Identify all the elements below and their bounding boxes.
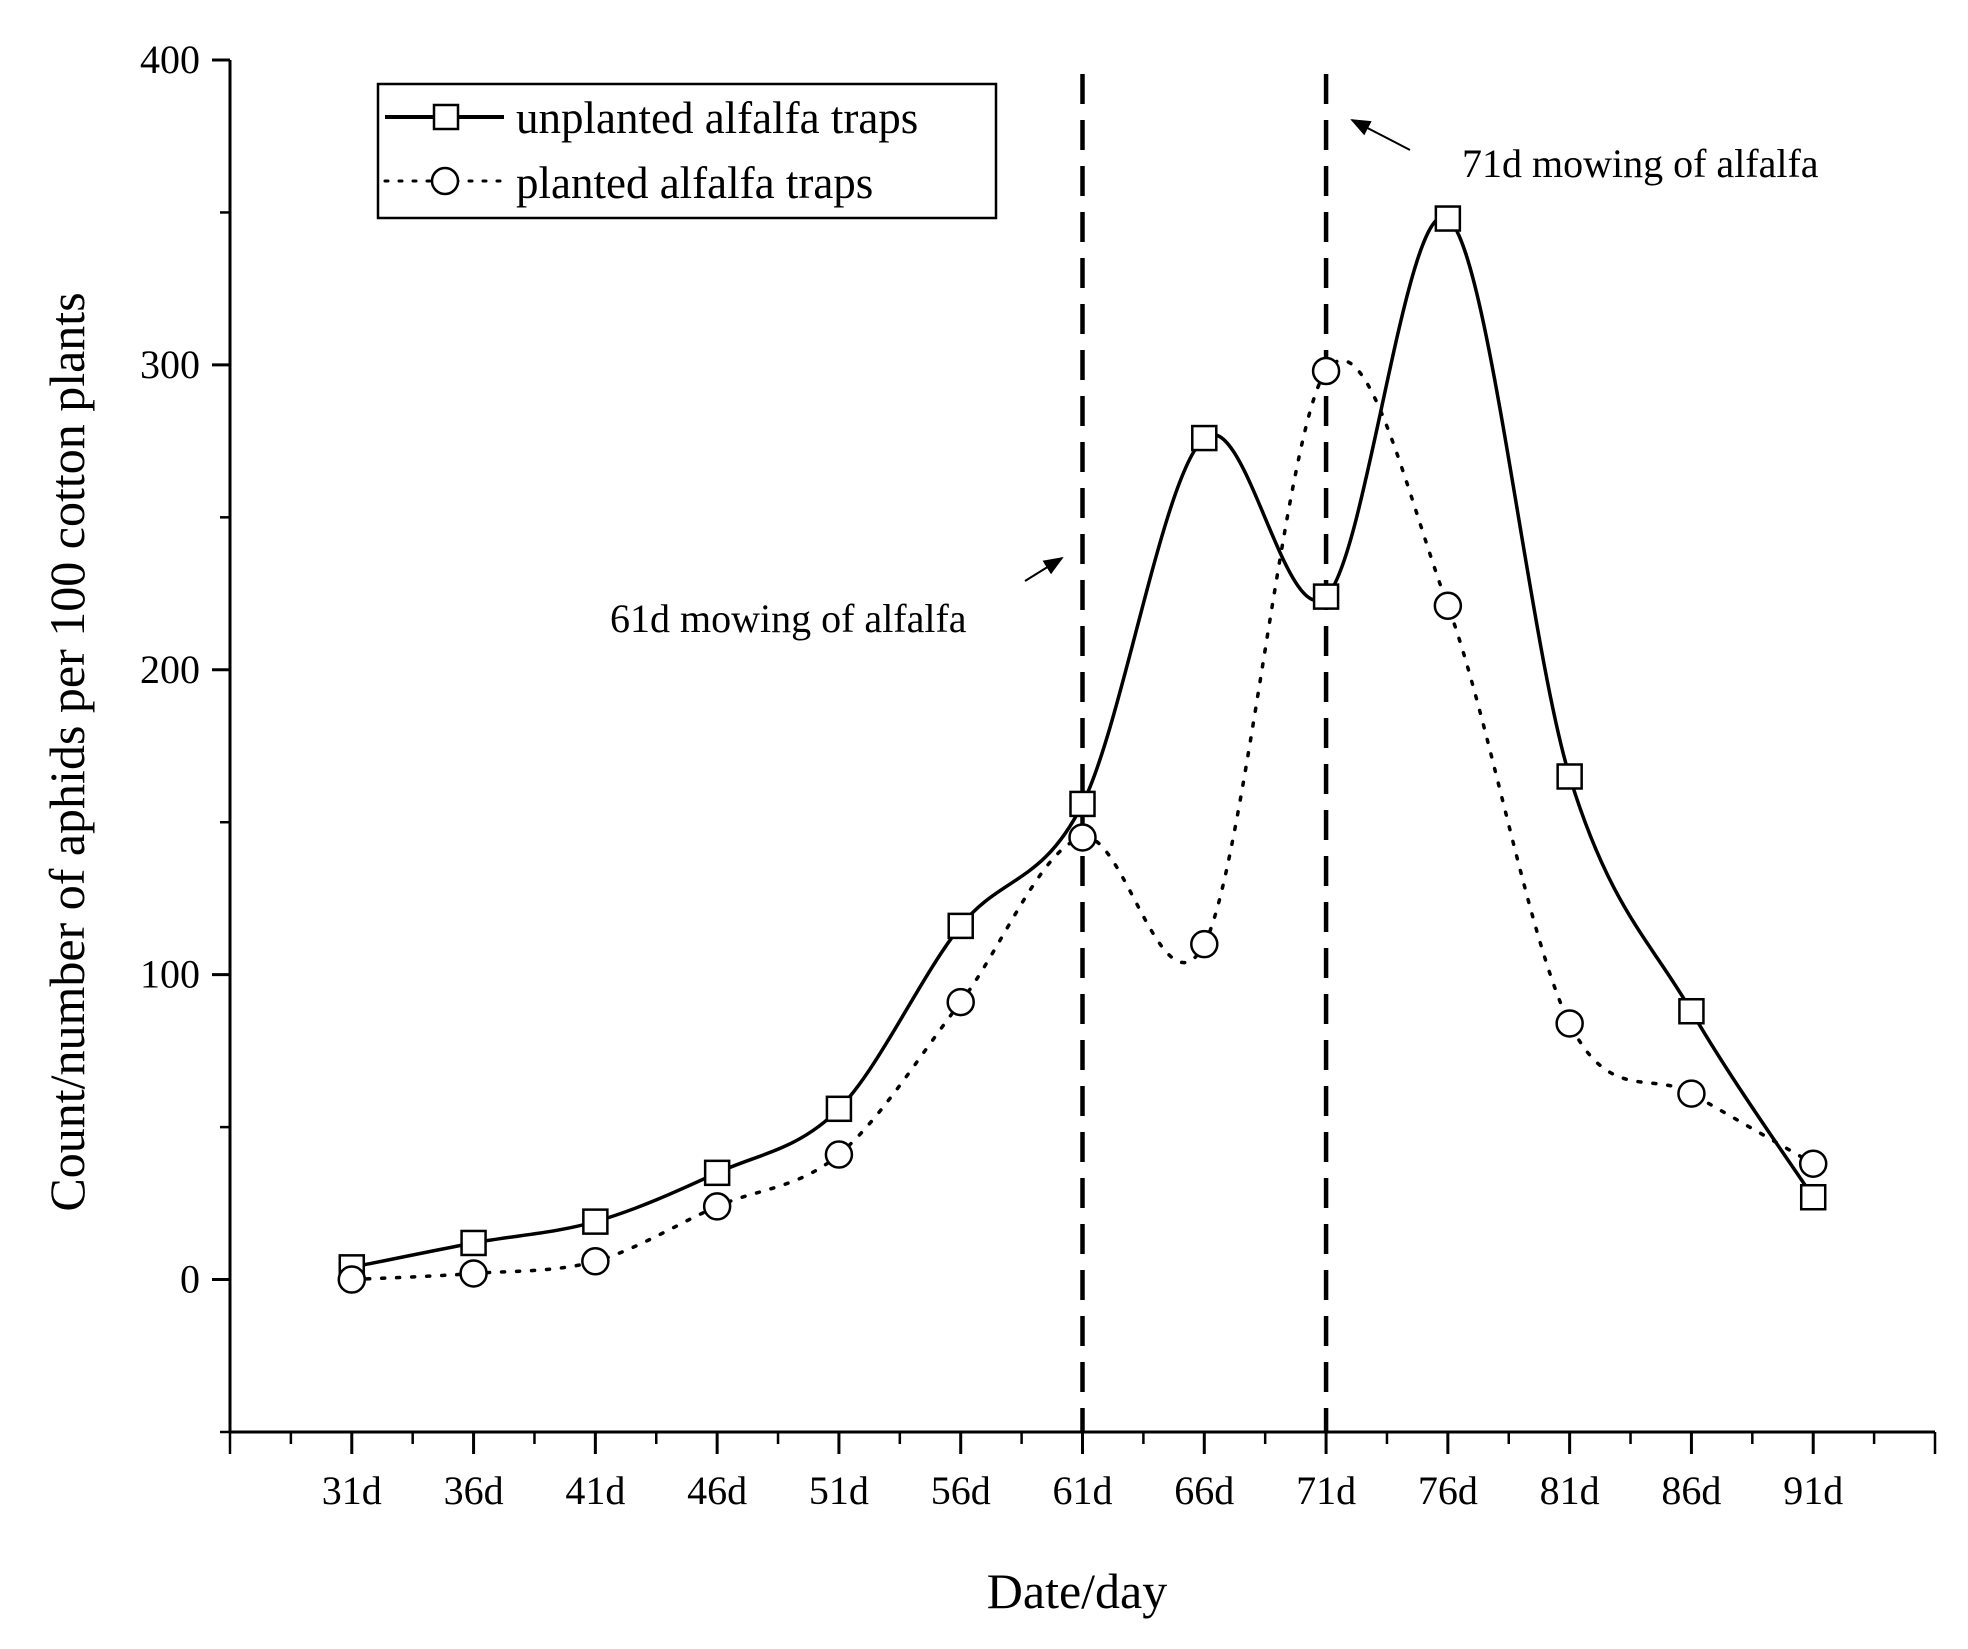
x-tick-label: 91d [1783,1468,1843,1513]
x-tick-label: 66d [1174,1468,1234,1513]
data-point-planted [1798,1149,1828,1178]
mowing-reference-lines [1080,74,1329,1432]
annotation-71d-text: 71d mowing of alfalfa [1462,141,1819,186]
axes: 0 100 200 300 400 31d 36d 41d 46d 51d 56d 61d 66d 71d… [140,37,1937,1513]
data-point-unplanted [582,1208,609,1235]
legend: unplanted alfalfa traps planted alfalfa … [376,82,998,220]
data-point-planted [1555,1009,1584,1038]
data-point-planted [702,1192,732,1221]
x-tick-label: 31d [322,1468,382,1513]
x-tick-label: 46d [687,1468,747,1513]
legend-label-planted: planted alfalfa traps [516,158,873,208]
data-point-planted [1433,591,1463,621]
data-point-unplanted [947,912,974,940]
y-tick-label: 200 [140,647,200,692]
x-tick-label: 51d [809,1468,869,1513]
x-tick-label: 36d [444,1468,504,1513]
data-point-unplanted [1312,583,1340,610]
y-tick-label: 0 [180,1257,200,1302]
legend-box [376,82,998,220]
data-point-unplanted [1678,998,1705,1025]
data-point-planted [1677,1079,1706,1108]
data-point-unplanted [1556,763,1583,790]
data-point-unplanted [703,1159,731,1187]
data-point-planted [1311,356,1341,386]
legend-marker-circle [430,166,460,196]
data-point-planted [1068,823,1097,852]
annotation-61d-text: 61d mowing of alfalfa [610,596,967,641]
x-axis-title: Date/day [987,1563,1167,1619]
data-point-unplanted [1434,205,1462,232]
legend-label-unplanted: unplanted alfalfa traps [516,93,918,143]
x-tick-label: 56d [931,1468,991,1513]
data-point-unplanted [1191,424,1218,452]
data-point-planted [1190,929,1219,959]
data-point-unplanted [825,1095,853,1123]
annotation-71d-arrow [1350,119,1411,151]
legend-marker-square [432,103,460,131]
y-tick-label: 300 [140,342,200,387]
x-tick-label: 41d [565,1468,625,1513]
x-tick-label: 61d [1053,1468,1113,1513]
x-tick-label: 86d [1661,1468,1721,1513]
data-point-planted [824,1140,854,1169]
x-tick-label: 71d [1296,1468,1356,1513]
data-point-planted [946,987,975,1017]
annotations: 61d mowing of alfalfa 71d mowing of alfa… [610,119,1819,641]
series-group [337,205,1828,1294]
y-tick-label: 400 [140,37,200,82]
data-point-unplanted [1069,790,1096,818]
data-point-unplanted [460,1229,487,1257]
x-tick-label: 76d [1418,1468,1478,1513]
data-point-unplanted [1799,1183,1827,1211]
x-tick-label: 81d [1540,1468,1600,1513]
annotation-61d-arrow [1024,556,1064,582]
data-point-planted [337,1265,367,1294]
y-axis-title: Count/number of aphids per 100 cotton pl… [39,292,95,1211]
y-tick-label: 100 [140,952,200,997]
data-point-planted [581,1247,610,1276]
series-line-planted [350,358,1815,1282]
data-point-planted [459,1259,488,1288]
